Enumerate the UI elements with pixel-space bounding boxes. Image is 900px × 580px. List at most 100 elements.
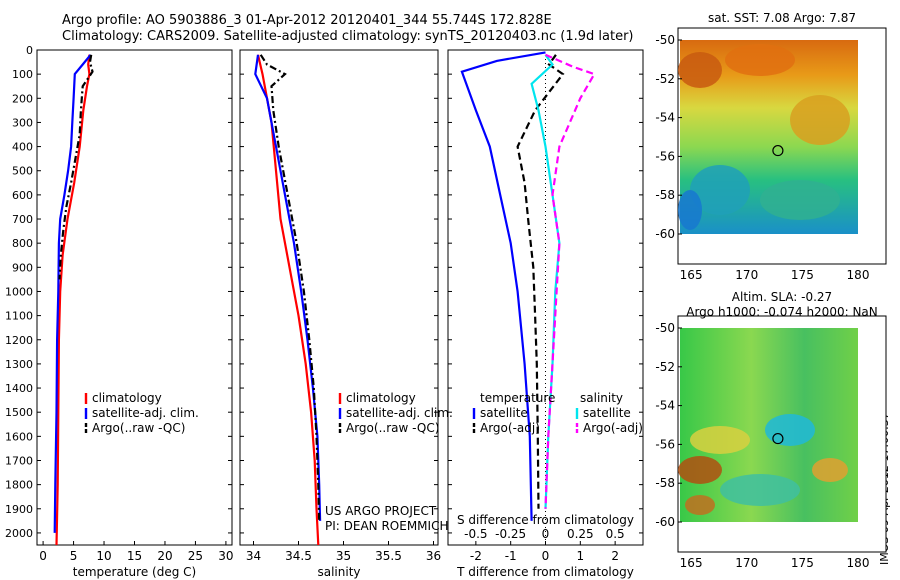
difference-t-tick-label: -1 — [505, 549, 517, 563]
salinity-x-tick-label: 34 — [246, 549, 261, 563]
figure-title-line2: Climatology: CARS2009. Satellite-adjuste… — [62, 29, 634, 44]
temperature-x-tick-label: 10 — [96, 549, 111, 563]
sst-lon-tick-label: 170 — [735, 268, 758, 282]
sla-map-patch — [720, 474, 800, 506]
temperature-series-argo-raw-qc- — [58, 54, 94, 280]
sla-lon-tick-label: 165 — [680, 556, 703, 570]
depth-tick-label: 1500 — [5, 406, 33, 419]
temperature-series-satellite-adj-clim- — [53, 54, 92, 533]
sst-map-patch — [690, 165, 750, 215]
depth-tick-label: 900 — [12, 261, 33, 274]
depth-tick-label: 600 — [12, 189, 33, 202]
depth-tick-label: 1400 — [5, 382, 33, 395]
salinity-x-tick-label: 35 — [336, 549, 351, 563]
temperature-legend-label: satellite-adj. clim. — [92, 406, 199, 420]
depth-tick-label: 1000 — [5, 285, 33, 298]
sst-lat-tick-label: -60 — [655, 227, 675, 241]
difference-s-tick-label: 0 — [542, 527, 550, 541]
difference-salinity-legend-label: Argo(-adj) — [583, 421, 643, 435]
difference-plot-frame — [447, 49, 644, 546]
sla-lat-tick-label: -56 — [655, 437, 675, 451]
difference-series-temperature-satellite — [460, 51, 546, 521]
sst-lat-tick-label: -52 — [655, 72, 675, 86]
sst-map-patch — [678, 52, 722, 88]
sla-map-patch — [685, 495, 715, 515]
sla-map-patch — [690, 426, 750, 454]
depth-tick-label: 700 — [12, 213, 33, 226]
difference-s-tick-label: 0.25 — [567, 527, 594, 541]
salinity-x-axis-label: salinity — [317, 565, 360, 579]
depth-tick-label: 500 — [12, 165, 33, 178]
sst-lon-tick-label: 180 — [847, 268, 870, 282]
depth-tick-label: 1600 — [5, 430, 33, 443]
depth-tick-label: 400 — [12, 141, 33, 154]
depth-tick-label: 200 — [12, 92, 33, 105]
depth-tick-label: 0 — [26, 44, 33, 57]
sst-map-patch — [790, 95, 850, 145]
figure-title-line1: Argo profile: AO 5903886_3 01-Apr-2012 2… — [62, 13, 552, 28]
sst-map-title: sat. SST: 7.08 Argo: 7.87 — [708, 11, 856, 25]
difference-series-salinity-argo-adj- — [544, 53, 596, 509]
difference-t-tick-label: 2 — [611, 549, 619, 563]
sla-lat-tick-label: -54 — [655, 399, 675, 413]
sla-lon-tick-label: 180 — [847, 556, 870, 570]
difference-t-tick-label: 0 — [542, 549, 550, 563]
sla-map-title-line1: Altim. SLA: -0.27 — [732, 290, 832, 304]
sla-map-patch — [678, 456, 722, 484]
sst-lat-tick-label: -50 — [655, 33, 675, 47]
salinity-x-tick-label: 35.5 — [375, 549, 402, 563]
sla-map-title-line2: Argo h1000: -0.074 h2000: NaN — [686, 305, 878, 319]
depth-tick-label: 1900 — [5, 503, 33, 516]
sla-float-marker — [772, 432, 784, 445]
temperature-legend-label: climatology — [92, 391, 162, 405]
difference-legend-sal-title: salinity — [580, 391, 623, 405]
sst-lat-tick-label: -56 — [655, 149, 675, 163]
temperature-series-climatology — [55, 54, 91, 546]
temperature-x-tick-label: 20 — [157, 549, 172, 563]
sla-lat-tick-label: -50 — [655, 321, 675, 335]
difference-s-tick-label: 0.5 — [606, 527, 625, 541]
difference-legend-temp-title: temperature — [480, 391, 555, 405]
salinity-note-project: US ARGO PROJECT — [325, 504, 437, 518]
sla-lat-tick-label: -58 — [655, 476, 675, 490]
sst-lon-tick-label: 165 — [680, 268, 703, 282]
sla-lon-tick-label: 175 — [791, 556, 814, 570]
salinity-legend-label: satellite-adj. clim. — [346, 406, 453, 420]
difference-temperature-legend-label: Argo(-adj) — [480, 421, 540, 435]
sst-lat-tick-label: -54 — [655, 111, 675, 125]
sst-map-patch — [678, 190, 702, 230]
depth-tick-label: 100 — [12, 68, 33, 81]
sst-float-marker — [772, 144, 784, 157]
salinity-x-tick-label: 36 — [426, 549, 441, 563]
depth-tick-label: 300 — [12, 116, 33, 129]
salinity-x-tick-label: 34.5 — [285, 549, 312, 563]
temperature-x-tick-label: 5 — [70, 549, 78, 563]
difference-t-axis-label: T difference from climatology — [456, 565, 634, 579]
difference-s-tick-label: -0.25 — [495, 527, 526, 541]
sst-map-patch — [760, 180, 840, 220]
sla-lat-tick-label: -52 — [655, 360, 675, 374]
temperature-x-tick-label: 15 — [127, 549, 142, 563]
sla-lat-tick-label: -60 — [655, 515, 675, 529]
depth-tick-label: 2000 — [5, 527, 33, 540]
temperature-plot-frame — [36, 49, 233, 546]
sst-lon-tick-label: 175 — [791, 268, 814, 282]
depth-tick-label: 1200 — [5, 334, 33, 347]
temperature-x-tick-label: 25 — [188, 549, 203, 563]
difference-series-temperature-argo-adj- — [516, 54, 565, 509]
sla-map-patch — [765, 414, 815, 446]
depth-tick-label: 1300 — [5, 358, 33, 371]
difference-t-tick-label: -2 — [470, 549, 482, 563]
sst-map-patch — [725, 44, 795, 76]
salinity-legend-label: climatology — [346, 391, 416, 405]
salinity-note-pi: PI: DEAN ROEMMICH — [325, 519, 448, 533]
salinity-legend-label: Argo(..raw -QC) — [346, 421, 439, 435]
depth-tick-label: 800 — [12, 237, 33, 250]
salinity-plot-frame — [239, 49, 439, 546]
temperature-x-axis-label: temperature (deg C) — [73, 565, 196, 579]
sla-lon-tick-label: 170 — [735, 556, 758, 570]
temperature-x-tick-label: 0 — [39, 549, 47, 563]
sla-map-patch — [812, 458, 848, 482]
difference-salinity-legend-label: satellite — [583, 406, 631, 420]
difference-s-tick-label: -0.5 — [464, 527, 487, 541]
